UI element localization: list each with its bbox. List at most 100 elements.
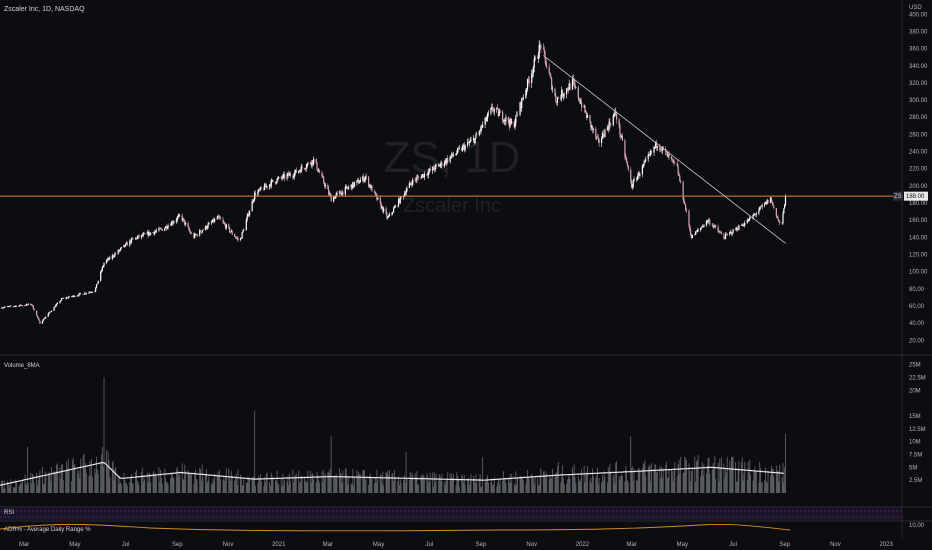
volume-bar <box>516 484 518 493</box>
volume-bar <box>591 483 593 493</box>
candle-body <box>158 228 160 231</box>
volume-bar <box>260 480 262 493</box>
candle-body <box>253 199 255 202</box>
candle-body <box>195 234 197 235</box>
volume-bar <box>18 486 20 493</box>
volume-bar <box>562 478 564 493</box>
time-axis[interactable]: Mar May Jul Sep Nov 2021 Mar May Jul Sep Nov 2022 Ma… <box>19 542 894 548</box>
candle-body <box>492 106 494 110</box>
price-axis[interactable]: 20.00 40.00 60.00 80.00 100.00 120.00 140.00 16… <box>909 12 928 344</box>
candle-body <box>644 160 646 163</box>
volume-bar <box>3 480 5 493</box>
candle-body <box>333 197 335 202</box>
volume-axis: 2.5M 5M 7.5M 10M 12.5M 15M 20M 22.5M 25M <box>909 363 926 485</box>
volume-bar <box>165 482 167 493</box>
volume-bar <box>435 473 437 493</box>
candle-body <box>120 248 122 250</box>
volume-bar <box>210 483 212 493</box>
volume-bar <box>775 465 777 493</box>
candle-body <box>143 233 145 235</box>
candle-body <box>294 169 296 173</box>
candle-body <box>229 231 232 233</box>
candle-body <box>12 306 14 307</box>
candle-body <box>434 165 436 171</box>
trendline[interactable] <box>543 55 786 244</box>
volume-bar <box>568 475 570 493</box>
volume-bar <box>614 483 616 493</box>
candle-body <box>632 180 634 187</box>
volume-bar <box>573 464 575 493</box>
volume-bar <box>741 457 743 493</box>
volume-bar <box>2 488 4 493</box>
volume-bar <box>341 482 343 493</box>
candle-body <box>732 229 734 234</box>
candle-body <box>772 202 774 206</box>
candle-body <box>596 136 599 138</box>
candle-body <box>615 111 617 114</box>
candle-body <box>164 228 166 231</box>
volume-bar <box>505 483 507 493</box>
candle-body <box>70 296 73 297</box>
candle-body <box>184 222 187 225</box>
volume-bar <box>665 464 667 493</box>
candle-body <box>391 212 393 214</box>
volume-bar <box>528 479 530 493</box>
volume-bar <box>426 473 428 493</box>
candle-body <box>746 220 748 223</box>
volume-bar <box>613 473 615 493</box>
volume-bar <box>42 483 44 493</box>
volume-bar <box>344 469 346 493</box>
candle-body <box>333 197 336 199</box>
candle-body <box>432 166 435 170</box>
candle-body <box>551 78 553 90</box>
candle-body <box>614 111 616 115</box>
candle-body <box>571 78 574 90</box>
candle-body <box>734 229 737 230</box>
candle-body <box>421 175 423 179</box>
volume-bar <box>136 469 137 493</box>
candle-body <box>591 125 593 128</box>
volume-bar <box>653 470 655 493</box>
volume-bar <box>126 483 127 493</box>
candle-body <box>167 225 169 228</box>
volume-bar <box>231 475 233 493</box>
volume-bar <box>356 470 358 493</box>
candle-body <box>580 102 582 104</box>
volume-bar <box>782 463 784 493</box>
volume-bar <box>190 474 192 493</box>
volume-tick-label: 22.5M <box>909 375 926 381</box>
candle-body <box>499 111 501 113</box>
candle-body <box>665 151 668 153</box>
candle-body <box>41 321 44 324</box>
time-tick-label: 2023 <box>880 542 894 548</box>
volume-bar <box>423 476 425 493</box>
candle-body <box>155 231 157 232</box>
volume-bar <box>59 467 61 493</box>
volume-bar <box>441 473 443 493</box>
volume-bar <box>738 461 740 493</box>
candle-body <box>668 154 670 157</box>
volume-bar <box>415 476 417 493</box>
candle-body <box>266 185 268 188</box>
volume-bar <box>72 457 74 493</box>
volume-bar <box>572 475 574 493</box>
candle-body <box>761 205 763 207</box>
volume-bar <box>91 477 93 493</box>
volume-bar <box>729 460 731 493</box>
price-tick-label: 120.00 <box>909 252 928 258</box>
candle-body <box>55 303 58 306</box>
volume-bar <box>214 473 216 493</box>
volume-bar <box>189 473 191 493</box>
candle-body <box>117 249 119 254</box>
volume-bar <box>759 462 761 493</box>
candle-body <box>154 231 156 234</box>
volume-bar <box>269 485 271 493</box>
volume-bar <box>304 481 306 493</box>
volume-bar <box>339 473 341 493</box>
volume-bar <box>597 483 599 493</box>
volume-bar <box>205 473 206 493</box>
candle-body <box>394 205 396 208</box>
candle-body <box>475 134 477 138</box>
volume-bar <box>359 474 361 493</box>
